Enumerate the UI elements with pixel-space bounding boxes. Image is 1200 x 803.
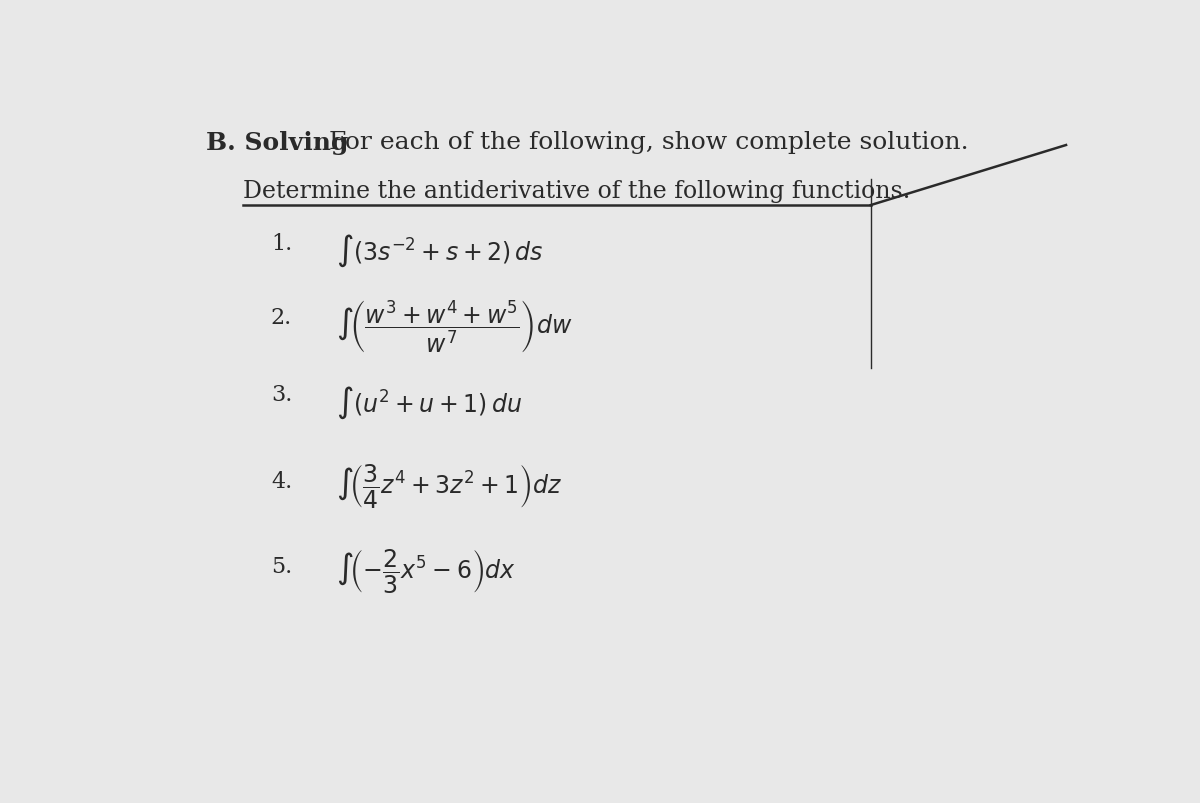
Text: 2.: 2. <box>271 307 292 328</box>
Text: $\int(3s^{-2}+s+2)\,ds$: $\int(3s^{-2}+s+2)\,ds$ <box>336 232 544 269</box>
Text: $\int\!\left(\dfrac{3}{4}z^4+3z^2+1\right)dz$: $\int\!\left(\dfrac{3}{4}z^4+3z^2+1\righ… <box>336 461 562 509</box>
Text: 3.: 3. <box>271 384 293 406</box>
Text: B. Solving: B. Solving <box>206 130 348 154</box>
Text: $\int(u^2+u+1)\,du$: $\int(u^2+u+1)\,du$ <box>336 384 522 420</box>
Text: $\int\!\left(-\dfrac{2}{3}x^5-6\right)dx$: $\int\!\left(-\dfrac{2}{3}x^5-6\right)dx… <box>336 546 516 593</box>
Text: $\int\!\left(\dfrac{w^3+w^4+w^5}{w^7}\right)dw$: $\int\!\left(\dfrac{w^3+w^4+w^5}{w^7}\ri… <box>336 297 572 354</box>
Text: 4.: 4. <box>271 471 292 492</box>
Text: Determine the antiderivative of the following functions.: Determine the antiderivative of the foll… <box>242 180 911 203</box>
Text: 1.: 1. <box>271 232 292 255</box>
Text: . For each of the following, show complete solution.: . For each of the following, show comple… <box>313 130 968 153</box>
Text: 5.: 5. <box>271 555 292 577</box>
